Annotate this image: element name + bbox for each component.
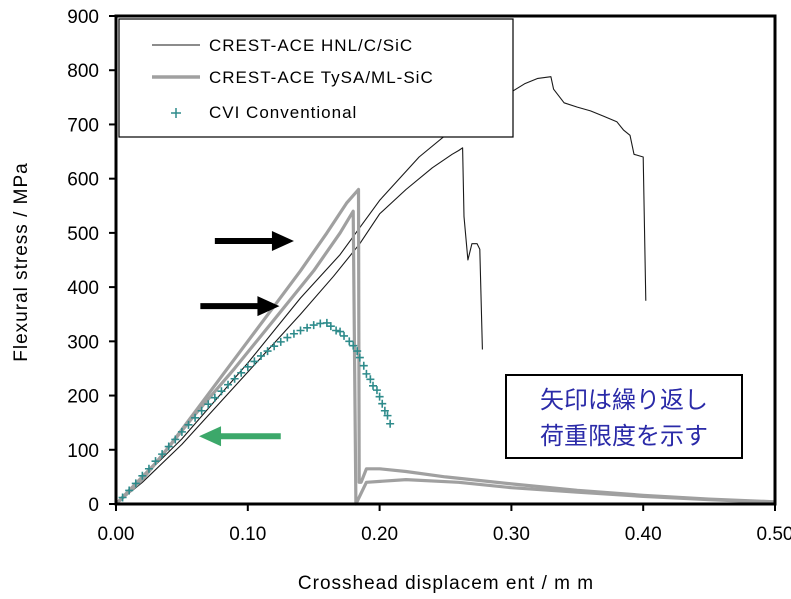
cvi-point xyxy=(349,341,358,350)
arrow-head xyxy=(199,426,222,447)
x-tick-label: 0.50 xyxy=(757,524,791,545)
cvi-point xyxy=(256,351,265,360)
cvi-point xyxy=(184,420,193,429)
cvi-point xyxy=(340,331,349,340)
cvi-point xyxy=(177,427,186,436)
cvi-point xyxy=(118,493,127,502)
cvi-point xyxy=(336,327,345,336)
cvi-point xyxy=(250,357,259,366)
cvi-point xyxy=(138,471,147,480)
cvi-point xyxy=(171,435,180,444)
y-tick-label: 700 xyxy=(67,115,99,136)
cvi-point xyxy=(309,321,318,330)
cvi-point xyxy=(289,329,298,338)
cvi-point xyxy=(243,362,252,371)
y-tick-label: 500 xyxy=(67,224,99,245)
y-tick-label: 800 xyxy=(67,61,99,82)
cvi-point xyxy=(204,400,213,409)
series-line-1-1 xyxy=(114,209,776,506)
cvi-point xyxy=(326,322,335,331)
cvi-point xyxy=(366,375,375,384)
cvi-point xyxy=(217,387,226,396)
y-tick-label: 0 xyxy=(88,495,99,516)
y-tick-label: 400 xyxy=(67,278,99,299)
cvi-point xyxy=(263,347,272,356)
cvi-point xyxy=(375,392,384,401)
arrow-layer xyxy=(199,231,294,447)
cvi-point xyxy=(369,381,378,390)
cvi-point xyxy=(380,406,389,415)
axis-ticks: 0.00 0.10 0.20 0.30 0.40 0.50 0 100 200 300 400 500… xyxy=(67,7,791,545)
x-tick-label: 0.40 xyxy=(625,524,662,545)
series-line-0-1 xyxy=(115,76,647,505)
cvi-point xyxy=(359,361,368,370)
arrow-1 xyxy=(200,296,280,317)
x-tick-label: 0.10 xyxy=(229,524,266,545)
cvi-point xyxy=(353,347,362,356)
cvi-point xyxy=(386,419,395,428)
legend-label-cvi: CVI Conventional xyxy=(209,103,357,122)
cvi-point xyxy=(276,337,285,346)
x-tick-label: 0.20 xyxy=(361,524,398,545)
arrow-2 xyxy=(199,426,281,447)
legend: CREST-ACE HNL/C/SiC CREST-ACE TySA/ML-Si… xyxy=(118,18,514,138)
cvi-point xyxy=(237,368,246,377)
cvi-point xyxy=(158,450,167,459)
cvi-point xyxy=(378,399,387,408)
x-axis-title: Crosshead displacem ent / m m xyxy=(298,573,594,594)
annotation-line-1: 矢印は繰り返し xyxy=(540,386,708,414)
cvi-point xyxy=(164,442,173,451)
cvi-point xyxy=(345,337,354,346)
cvi-point xyxy=(151,457,160,466)
y-tick-label: 600 xyxy=(67,170,99,191)
cvi-point xyxy=(362,369,371,378)
cvi-point xyxy=(296,326,305,335)
y-tick-label: 900 xyxy=(67,7,99,28)
cvi-point xyxy=(191,413,200,422)
legend-label-hnl: CREST-ACE HNL/C/SiC xyxy=(209,36,413,55)
y-axis-title: Flexural stress / MPa xyxy=(11,162,32,361)
cvi-point xyxy=(131,479,140,488)
cvi-point xyxy=(144,464,153,473)
marker-layer xyxy=(112,318,395,508)
series-line-0-0 xyxy=(115,147,483,505)
y-tick-label: 100 xyxy=(67,441,99,462)
plot-frame xyxy=(114,14,777,506)
cvi-point xyxy=(270,342,279,351)
x-tick-label: 0.30 xyxy=(493,524,530,545)
series-line-1-0 xyxy=(114,187,776,506)
cvi-point xyxy=(125,486,134,495)
arrow-0 xyxy=(214,231,294,252)
annotation-box: 矢印は繰り返し 荷重限度を示す xyxy=(505,374,743,459)
cvi-point xyxy=(355,353,364,362)
cvi-point xyxy=(332,326,341,335)
annotation-line-2: 荷重限度を示す xyxy=(540,422,708,450)
cvi-point xyxy=(283,333,292,342)
x-tick-label: 0.00 xyxy=(98,524,135,545)
cvi-point xyxy=(303,323,312,332)
annotation-frame xyxy=(505,374,743,459)
cvi-point xyxy=(230,374,239,383)
cvi-point xyxy=(197,406,206,415)
cvi-point xyxy=(224,380,233,389)
cvi-point xyxy=(210,393,219,402)
arrow-head xyxy=(271,231,294,252)
cvi-point xyxy=(383,411,392,420)
arrow-head xyxy=(257,296,280,317)
y-tick-label: 200 xyxy=(67,387,99,408)
cvi-point xyxy=(372,386,381,395)
legend-label-tysa: CREST-ACE TySA/ML-SiC xyxy=(209,68,434,87)
legend-swatch-cvi xyxy=(171,108,181,118)
y-tick-label: 300 xyxy=(67,332,99,353)
